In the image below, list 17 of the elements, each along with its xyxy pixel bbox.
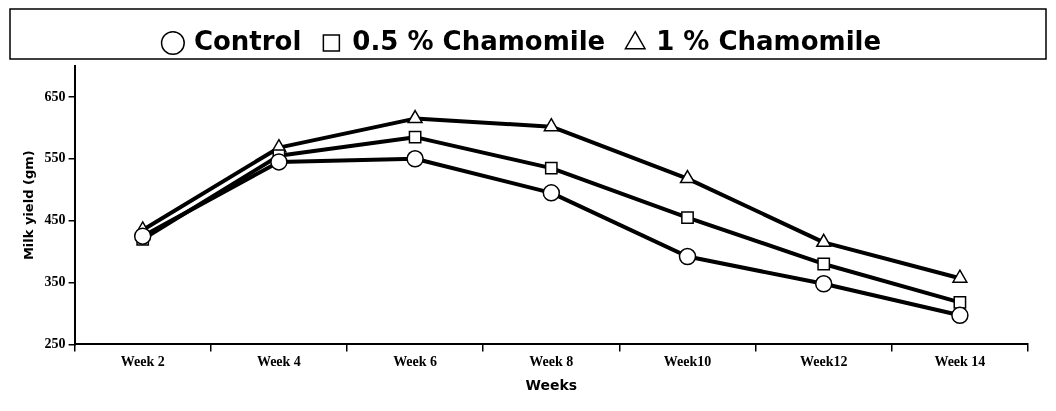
x-tick-label: Week10 — [663, 354, 712, 370]
legend-label: 0.5 % Chamomile — [352, 25, 606, 56]
x-tick-label: Week12 — [799, 354, 848, 370]
y-axis-title: Milk yield (gm) — [21, 150, 37, 261]
x-tick-label: Week 4 — [256, 354, 301, 370]
y-tick-label: 250 — [44, 336, 66, 352]
x-axis-title: Weeks — [525, 377, 578, 394]
x-tick-label: Week 8 — [529, 354, 574, 370]
y-tick-label: 450 — [44, 212, 66, 228]
legend-label: 1 % Chamomile — [656, 25, 882, 56]
y-tick-label: 350 — [44, 274, 66, 290]
y-tick-label: 550 — [44, 150, 66, 166]
legend-label: Control — [193, 25, 302, 56]
x-tick-label: Week 14 — [934, 354, 986, 370]
y-tick-label: 650 — [44, 88, 66, 104]
x-tick-label: Week 2 — [120, 354, 165, 370]
x-tick-label: Week 6 — [393, 354, 438, 370]
